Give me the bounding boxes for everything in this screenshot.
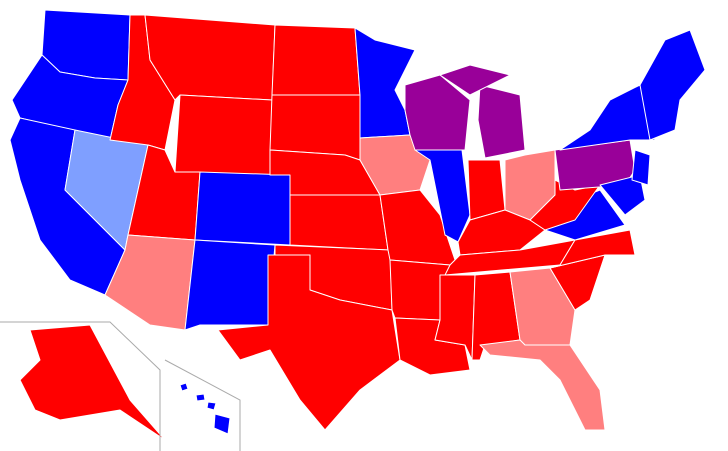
new-mexico bbox=[184, 239, 276, 331]
hawaii-2 bbox=[195, 393, 206, 402]
michigan bbox=[477, 84, 526, 159]
hawaii-inset-border bbox=[164, 359, 241, 451]
south-dakota bbox=[269, 94, 361, 161]
wyoming bbox=[174, 94, 273, 176]
hawaii-3 bbox=[206, 401, 217, 411]
new-jersey bbox=[631, 149, 651, 186]
kansas bbox=[289, 194, 389, 251]
colorado bbox=[194, 171, 291, 246]
north-dakota bbox=[271, 24, 361, 96]
florida bbox=[479, 339, 606, 431]
maryland-delaware bbox=[599, 174, 646, 216]
alaska bbox=[19, 324, 166, 441]
states bbox=[9, 9, 706, 441]
alaska-inset-border bbox=[0, 321, 161, 451]
indiana bbox=[467, 159, 506, 221]
new-england bbox=[639, 29, 706, 141]
hawaii-4 bbox=[213, 413, 231, 435]
hawaii-1 bbox=[179, 382, 189, 392]
texas bbox=[217, 254, 401, 431]
west-virginia bbox=[529, 179, 601, 231]
michigan-upper bbox=[439, 64, 511, 96]
